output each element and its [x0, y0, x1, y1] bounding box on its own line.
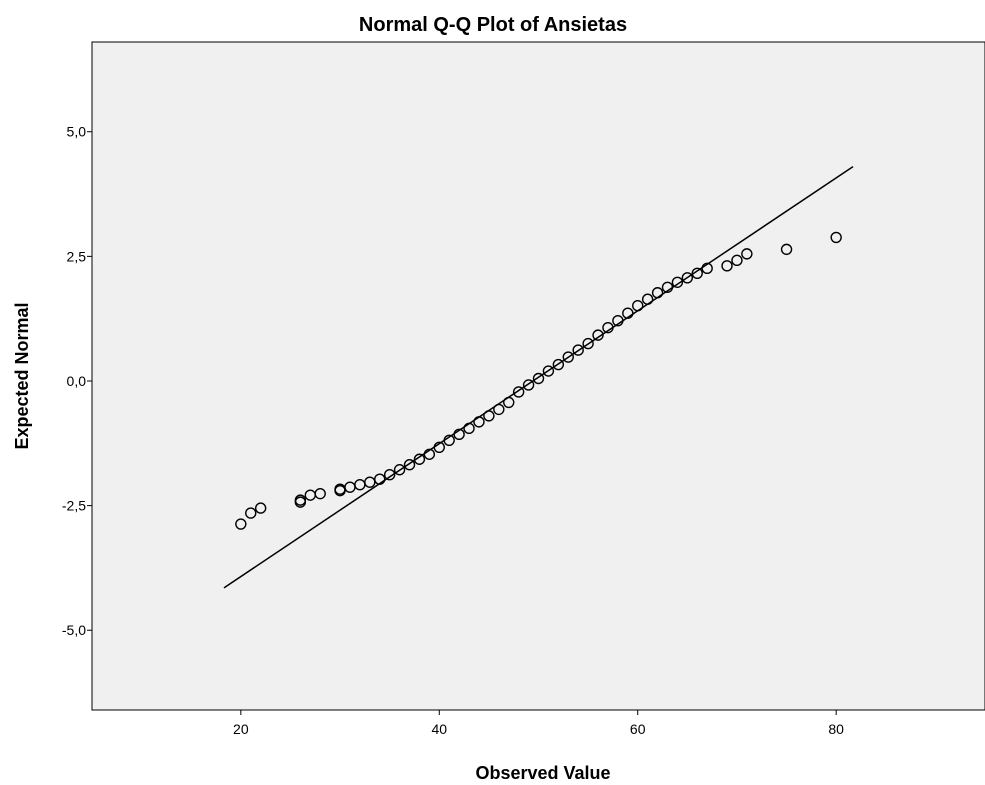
data-point [314, 487, 326, 500]
data-point [423, 448, 436, 460]
data-point [294, 494, 307, 506]
data-point [235, 518, 247, 530]
reference-line [223, 166, 854, 589]
data-point [403, 459, 416, 471]
data-point [433, 441, 445, 453]
data-point [572, 344, 584, 356]
y-tick-label: 0,0 [67, 373, 87, 389]
data-point [453, 428, 465, 441]
data-point [443, 434, 455, 447]
data-point [383, 469, 396, 481]
data-point [602, 321, 614, 334]
data-point [671, 276, 684, 288]
data-point [393, 464, 406, 476]
data-point [493, 403, 505, 416]
x-tick-label: 40 [431, 721, 447, 737]
y-tick-label: -5,0 [62, 622, 86, 638]
x-axis: 20 40 60 80 [233, 710, 844, 737]
data-point [721, 260, 733, 272]
y-axis: 5,0 2,5 0,0 -2,5 -5,0 [62, 124, 92, 638]
data-point [661, 281, 674, 293]
data-points [235, 231, 842, 530]
x-tick-label: 20 [233, 721, 249, 737]
x-tick-label: 60 [630, 721, 646, 737]
data-point [641, 293, 654, 305]
data-point [622, 307, 634, 319]
reference-line-group [223, 166, 854, 589]
data-point [681, 272, 694, 284]
data-point [562, 351, 574, 363]
plot-area [91, 41, 985, 711]
data-point [364, 476, 376, 488]
data-point [701, 262, 713, 275]
data-point [512, 386, 525, 398]
data-point [503, 396, 515, 409]
data-point [532, 372, 545, 385]
data-point [473, 416, 485, 428]
data-point [254, 502, 267, 514]
data-point [374, 473, 386, 485]
data-point [542, 365, 555, 377]
chart-title: Normal Q-Q Plot of Ansietas [359, 14, 627, 36]
data-point [522, 379, 535, 391]
data-point [413, 453, 426, 465]
data-point [731, 254, 743, 267]
data-point [612, 314, 624, 327]
y-tick-label: 5,0 [67, 124, 87, 140]
data-point [632, 300, 644, 312]
y-axis-label: Expected Normal [12, 302, 32, 449]
data-point [830, 231, 842, 244]
data-point [741, 248, 753, 260]
data-point [552, 358, 565, 371]
y-tick-label: -2,5 [62, 498, 86, 514]
x-axis-label: Observed Value [475, 763, 610, 783]
data-point [592, 329, 604, 341]
y-tick-label: 2,5 [67, 248, 87, 264]
x-tick-label: 80 [828, 721, 844, 737]
data-point [463, 422, 475, 435]
data-point [245, 507, 257, 519]
data-point [483, 410, 495, 422]
data-point [780, 243, 793, 256]
data-point [582, 337, 594, 350]
data-point [651, 287, 664, 299]
data-point [691, 267, 703, 280]
